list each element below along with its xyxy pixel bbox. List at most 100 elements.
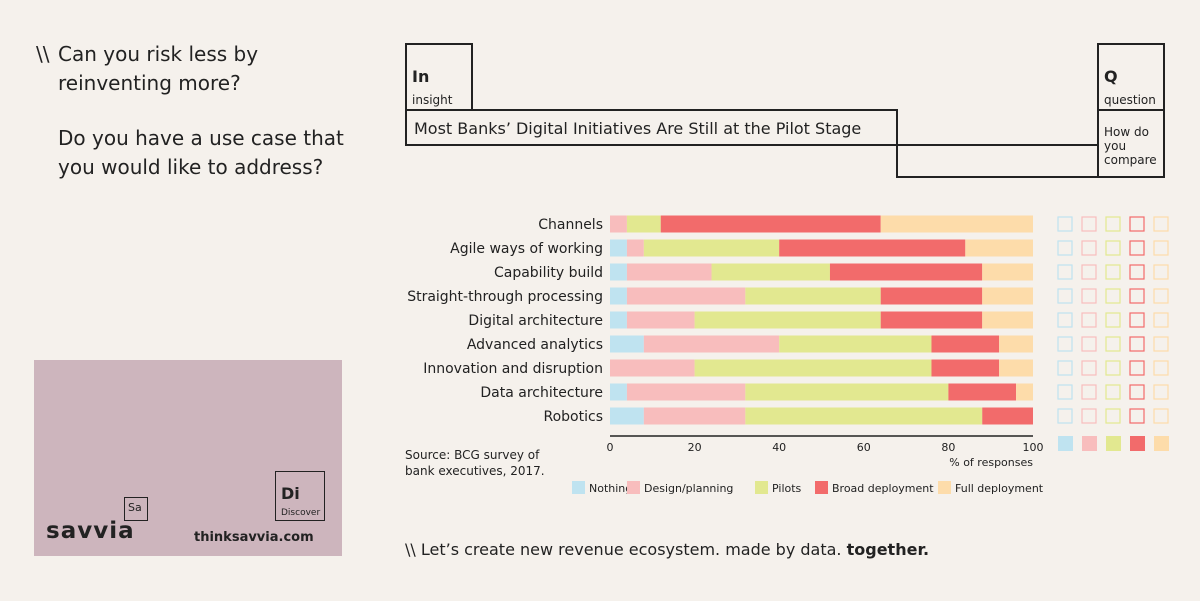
compare-checkbox[interactable]: [1057, 336, 1073, 352]
category-label: Advanced analytics: [467, 337, 603, 353]
x-tick-label: 80: [941, 441, 955, 454]
footer-bold: together.: [846, 540, 930, 559]
compare-checkbox[interactable]: [1057, 264, 1073, 280]
compare-checkbox[interactable]: [1129, 240, 1145, 256]
compare-checkbox[interactable]: [1129, 384, 1145, 400]
compare-checkbox[interactable]: [1129, 264, 1145, 280]
compare-checkbox[interactable]: [1081, 312, 1097, 328]
compare-checkbox[interactable]: [1057, 360, 1073, 376]
compare-checkbox[interactable]: [1129, 312, 1145, 328]
compare-checkbox[interactable]: [1129, 360, 1145, 376]
compare-checkbox[interactable]: [1057, 240, 1073, 256]
compare-checkbox[interactable]: [1105, 240, 1121, 256]
compare-checkbox[interactable]: [1105, 360, 1121, 376]
compare-checkbox[interactable]: [1081, 336, 1097, 352]
compare-checkbox[interactable]: [1057, 408, 1073, 424]
category-label: Digital architecture: [468, 313, 603, 329]
compare-checkbox[interactable]: [1153, 264, 1169, 280]
color-key-swatch: [1106, 436, 1121, 451]
bar-segment: [948, 383, 1017, 401]
bar-segment: [965, 239, 1033, 257]
compare-checkbox[interactable]: [1129, 336, 1145, 352]
compare-checkbox[interactable]: [1057, 384, 1073, 400]
category-label: Innovation and disruption: [423, 361, 603, 377]
compare-checkbox[interactable]: [1153, 216, 1169, 232]
compare-checkbox[interactable]: [1129, 216, 1145, 232]
legend-swatch: [815, 481, 828, 494]
compare-checkbox[interactable]: [1105, 312, 1121, 328]
color-key-swatch: [1154, 436, 1169, 451]
compare-checkbox[interactable]: [1153, 288, 1169, 304]
compare-checkbox[interactable]: [1105, 384, 1121, 400]
chart-title: Most Banks’ Digital Initiatives Are Stil…: [414, 119, 862, 138]
bar-segment: [745, 383, 949, 401]
bar-segment: [626, 383, 746, 401]
compare-checkbox[interactable]: [1153, 312, 1169, 328]
bar-segment: [610, 359, 695, 377]
compare-checkbox[interactable]: [1057, 216, 1073, 232]
source-note: Source: BCG survey of bank executives, 2…: [405, 448, 545, 478]
bar-segment: [610, 287, 627, 305]
compare-checkbox[interactable]: [1153, 384, 1169, 400]
bar-segment: [694, 311, 881, 329]
x-axis-label: % of responses: [949, 456, 1033, 469]
x-tick-label: 60: [857, 441, 871, 454]
discover-symbol: Di: [281, 484, 300, 503]
compare-checkbox[interactable]: [1081, 384, 1097, 400]
compare-checkbox[interactable]: [1129, 288, 1145, 304]
compare-checkbox[interactable]: [1129, 408, 1145, 424]
legend-label: Broad deployment: [832, 482, 934, 495]
bar-segment: [711, 263, 830, 281]
bar-segment: [694, 359, 932, 377]
bar-segment: [626, 263, 712, 281]
compare-checkbox[interactable]: [1057, 288, 1073, 304]
color-key-swatch: [1130, 436, 1145, 451]
bar-segment: [931, 359, 1000, 377]
compare-checkbox[interactable]: [1105, 336, 1121, 352]
bar-segment: [610, 311, 627, 329]
compare-checkbox[interactable]: [1105, 216, 1121, 232]
header-question-2: Do you have a use case that you would li…: [58, 126, 344, 179]
compare-checkbox[interactable]: [1153, 336, 1169, 352]
bar-segment: [745, 287, 881, 305]
backslash-prefix: \\: [36, 42, 50, 66]
bar-segment: [660, 215, 881, 233]
bar-segment: [610, 239, 627, 257]
bar-segment: [880, 311, 983, 329]
compare-checkbox[interactable]: [1081, 240, 1097, 256]
insight-label: insight: [412, 93, 453, 107]
category-label: Agile ways of working: [450, 241, 603, 257]
compare-checkbox[interactable]: [1105, 408, 1121, 424]
question-label: question: [1104, 93, 1156, 107]
compare-checkbox[interactable]: [1105, 264, 1121, 280]
footer-text: Let’s create new revenue ecosystem. made…: [420, 540, 842, 559]
legend-label: Design/planning: [644, 482, 733, 495]
bar-segment: [931, 335, 1000, 353]
bar-segment: [610, 215, 627, 233]
bar-segment: [626, 287, 746, 305]
compare-checkbox[interactable]: [1153, 240, 1169, 256]
compare-checkbox[interactable]: [1081, 408, 1097, 424]
legend-label: Nothing: [589, 482, 632, 495]
website-link[interactable]: thinksavvia.com: [194, 530, 314, 545]
compare-checkbox[interactable]: [1081, 288, 1097, 304]
bar-segment: [626, 311, 695, 329]
compare-checkbox[interactable]: [1153, 360, 1169, 376]
brand-card: Sa savvia Di Discover thinksavvia.com: [34, 360, 342, 556]
discover-tile: Di Discover: [275, 471, 325, 521]
compare-checkbox[interactable]: [1057, 312, 1073, 328]
compare-checkbox[interactable]: [1081, 216, 1097, 232]
color-key-swatch: [1058, 436, 1073, 451]
category-label: Data architecture: [480, 385, 603, 401]
compare-checkbox[interactable]: [1105, 288, 1121, 304]
bar-segment: [610, 263, 627, 281]
compare-checkbox[interactable]: [1153, 408, 1169, 424]
legend-label: Pilots: [772, 482, 802, 495]
bar-segment: [745, 407, 983, 425]
sa-badge: Sa: [124, 497, 148, 521]
compare-checkbox[interactable]: [1081, 264, 1097, 280]
compare-checkbox[interactable]: [1081, 360, 1097, 376]
bar-segment: [779, 335, 932, 353]
bar-segment: [982, 311, 1033, 329]
